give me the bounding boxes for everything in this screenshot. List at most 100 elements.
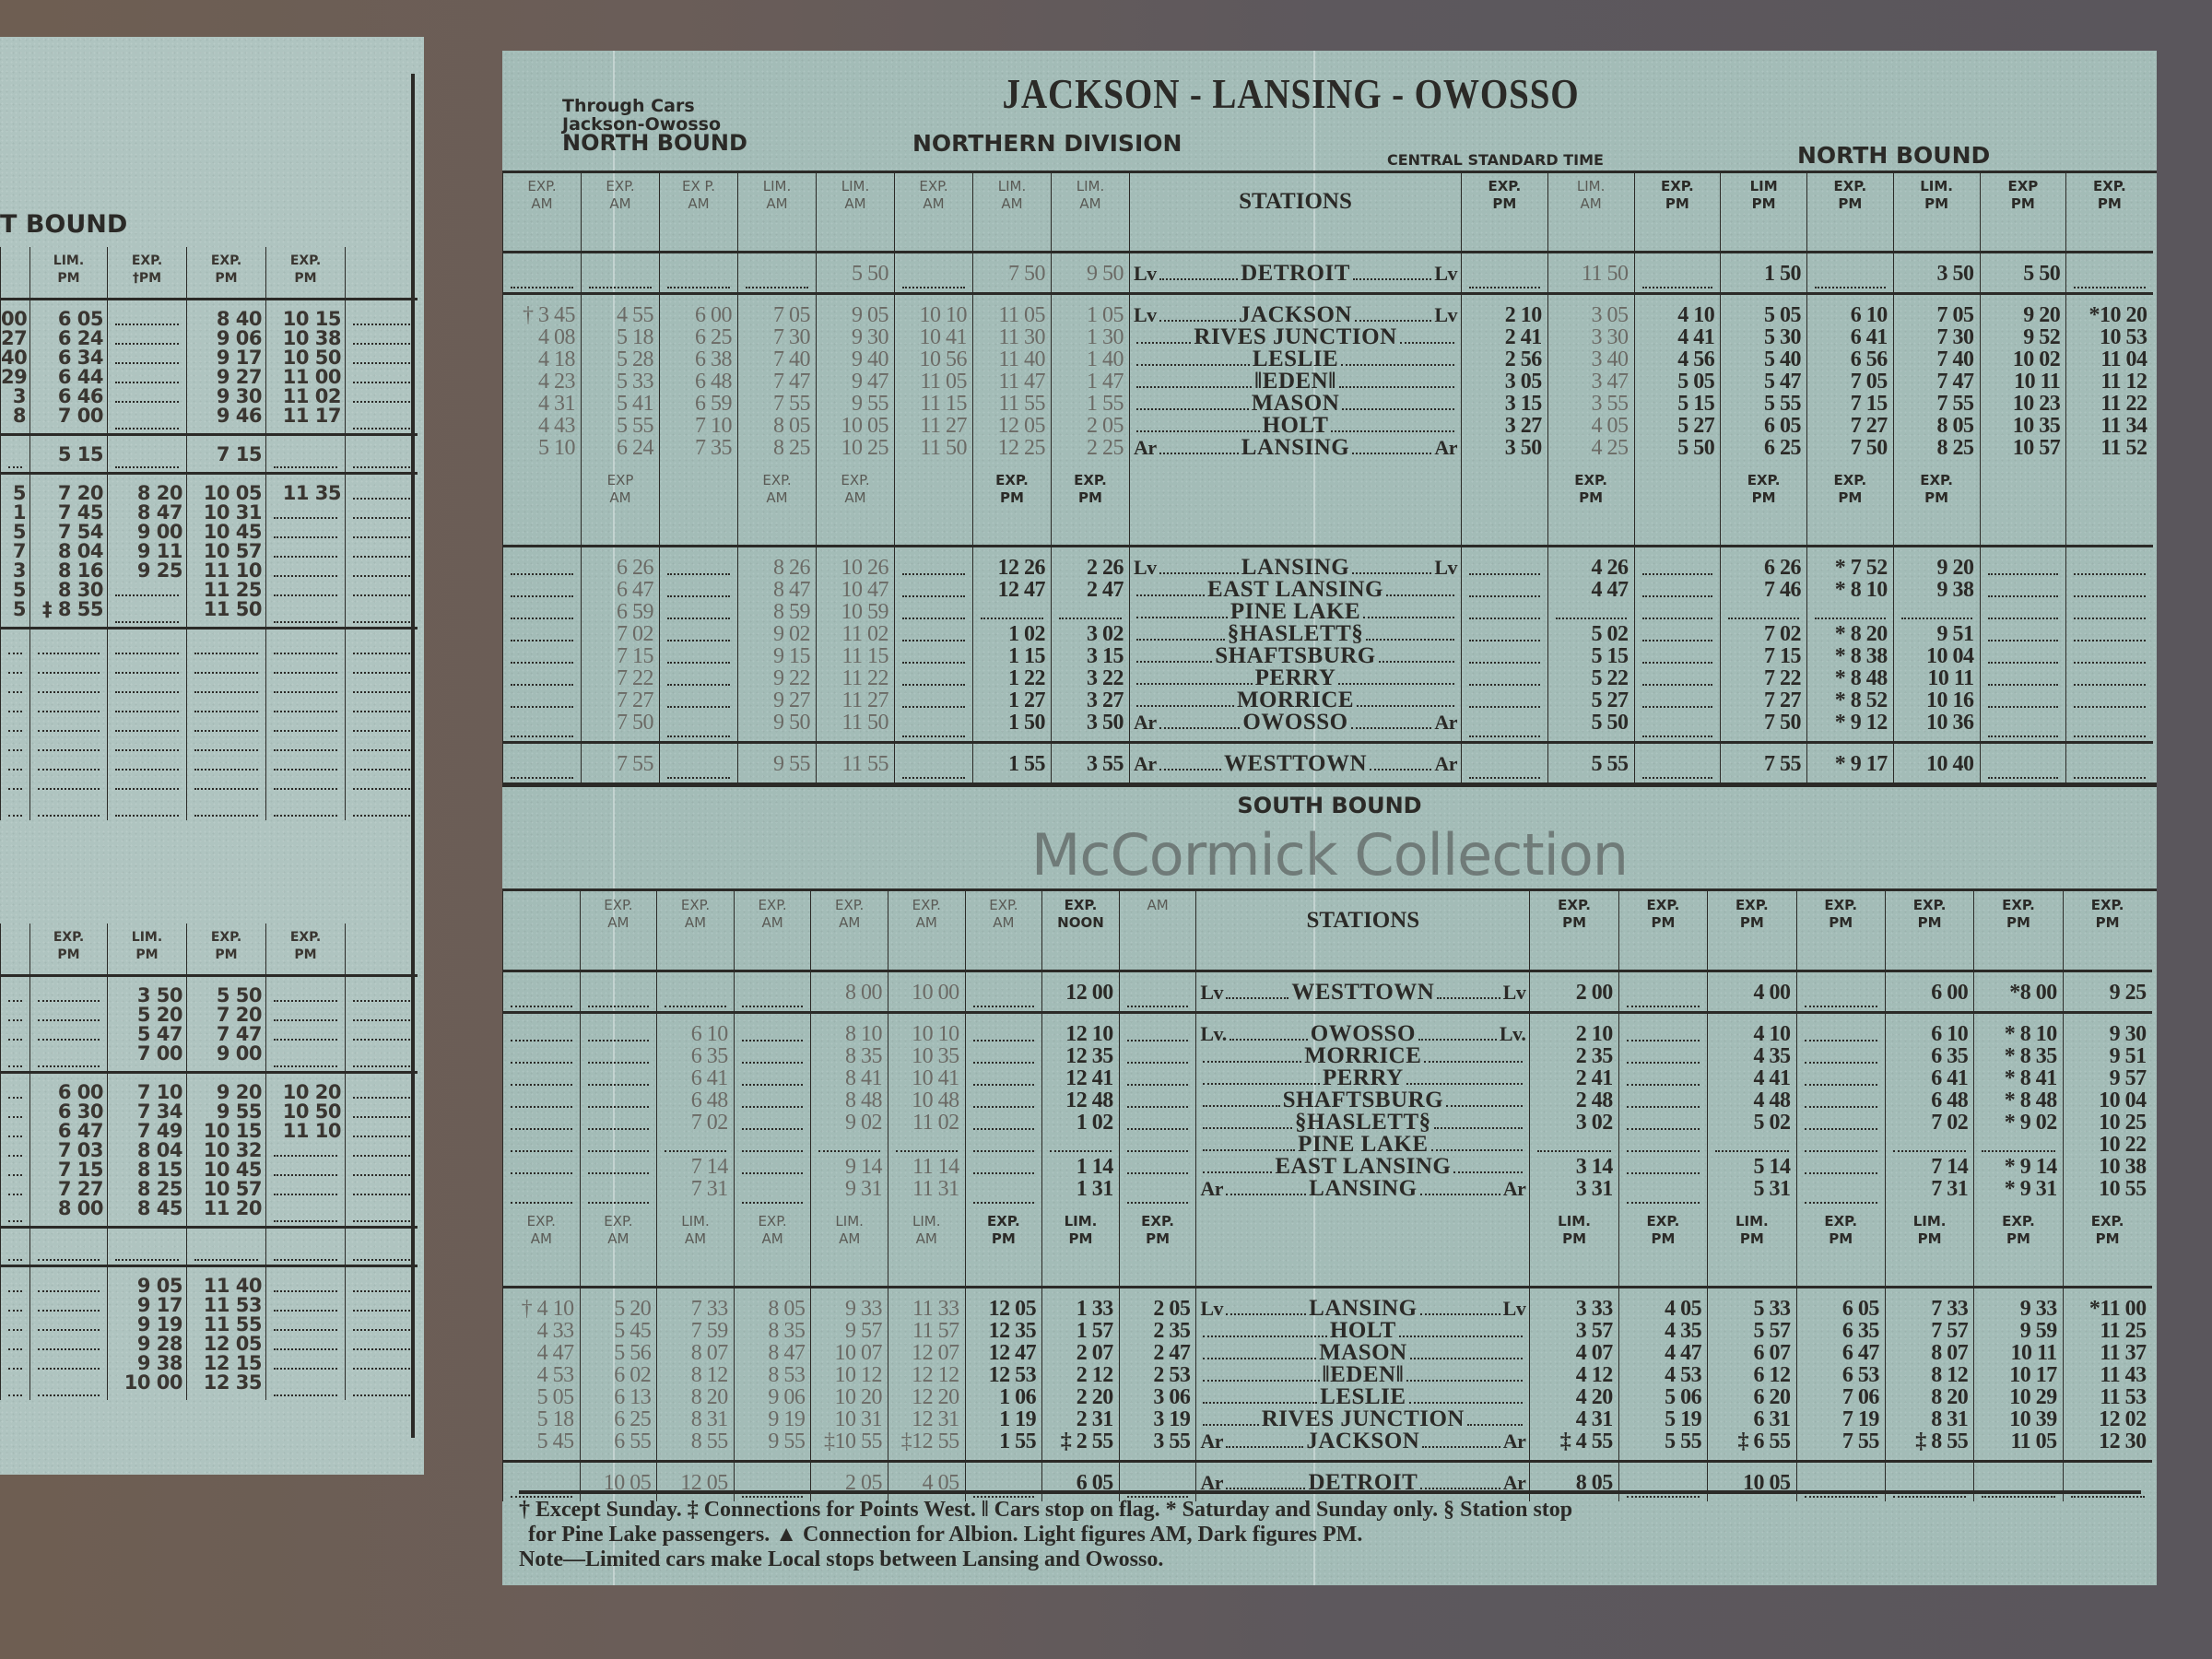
time-cell: 3 55 — [1547, 393, 1634, 415]
column-header: EXP. AM — [887, 891, 966, 972]
time-cell: 8 20 — [1884, 1386, 1974, 1408]
leave-arrive-marker: Lv. — [1200, 1022, 1227, 1045]
time-cell: 10 26 — [816, 545, 895, 579]
time-cell: 3 31 — [1529, 1178, 1619, 1207]
time-cell: 3 05 — [1461, 371, 1548, 393]
station-cell: Ar DETROIT Ar — [1195, 1460, 1530, 1501]
table-row: 5 47 7 47 — [0, 1025, 418, 1044]
leave-arrive-marker: Ar — [1502, 1471, 1526, 1494]
empty-time-cell — [345, 542, 418, 561]
time-cell: 10 25 — [816, 437, 895, 466]
time-cell: 7 59 — [656, 1320, 735, 1342]
dotted-leader — [1136, 329, 1192, 344]
table-row: 10 05 12 05 2 05 4 05 6 05 Ar DETROIT Ar 8 05 10 … — [502, 1460, 2152, 1501]
time-cell: ‡ 8 55 — [1884, 1430, 1974, 1462]
column-header: EXP. AM — [581, 172, 660, 253]
north-bound-table-lansing-owosso: EXP AM EXP. AM EXP. AM EXP. PM EXP. PM EXP. PM EXP. P… — [502, 466, 2157, 782]
empty-time-cell — [0, 697, 30, 716]
station-name-row: ‖EDEN‖ — [1134, 370, 1457, 393]
time-cell: 5 18 — [581, 326, 660, 348]
column-header-type: EXP. — [1574, 472, 1607, 488]
time-cell: 10 05 — [186, 472, 266, 503]
empty-time-cell — [265, 716, 346, 735]
time-cell: 12 00 — [1041, 970, 1120, 1013]
time-cell: 7 22 — [1720, 667, 1807, 689]
dotted-leader — [1406, 1070, 1524, 1085]
column-header-period: PM — [1751, 489, 1776, 506]
column-header-type: EXP. — [2093, 178, 2126, 194]
time-cell: 7 03 — [29, 1141, 108, 1160]
time-cell: 10 17 — [1973, 1364, 2064, 1386]
column-header-type: LIM. — [1576, 178, 1606, 194]
time-cell: 5 55 — [581, 415, 660, 437]
footnote-line: for Pine Lake passengers. ▲ Connection f… — [528, 1523, 1363, 1547]
time-cell: 10 31 — [186, 503, 266, 523]
time-cell: 9 25 — [2062, 970, 2152, 1013]
column-header: EXP. AM — [579, 1207, 657, 1288]
through-cars-route: Jackson-Owosso — [562, 114, 721, 135]
time-cell: 6 59 — [581, 601, 660, 623]
time-cell: 4 35 — [1618, 1320, 1708, 1342]
empty-time-cell — [345, 581, 418, 600]
column-header-type: EXP. — [1912, 897, 1947, 913]
station-name: EAST LANSING — [1206, 577, 1384, 602]
column-header-period: PM — [1068, 1230, 1093, 1247]
time-cell: 2 41 — [1461, 326, 1548, 348]
empty-time-cell — [186, 716, 266, 735]
time-cell: 7 47 — [737, 371, 817, 393]
time-cell: 8 25 — [107, 1180, 187, 1199]
station-name: JACKSON — [1306, 1429, 1420, 1453]
time-cell: 7 06 — [1795, 1386, 1886, 1408]
time-cell: 10 57 — [186, 542, 266, 561]
empty-time-cell — [1633, 712, 1721, 743]
time-cell: 7 40 — [737, 348, 817, 371]
empty-time-cell — [0, 1025, 30, 1044]
time-cell: 12 05 — [964, 1286, 1042, 1320]
empty-time-cell — [345, 298, 418, 329]
column-header-type: EX P. — [682, 178, 715, 194]
time-cell: 9 51 — [2062, 1045, 2152, 1067]
time-cell: † 4 10 — [502, 1286, 581, 1320]
time-cell: 9 47 — [816, 371, 895, 393]
empty-time-cell — [733, 970, 811, 1013]
column-header: EXP. PM — [1795, 1207, 1886, 1288]
time-cell: 6 48 — [659, 371, 738, 393]
column-header: EXP. PM — [2062, 891, 2152, 972]
column-header: EXP. AM — [733, 891, 811, 972]
empty-time-cell — [29, 1335, 108, 1354]
time-cell: 4 20 — [1529, 1386, 1619, 1408]
station-name: HOLT — [1329, 1318, 1396, 1343]
time-cell: 7 30 — [737, 326, 817, 348]
column-header: EXP. AM — [894, 172, 973, 253]
column-header: EXP. PM — [964, 1207, 1042, 1288]
time-cell: 2 47 — [1051, 579, 1130, 601]
column-header: LIM. PM — [1884, 1207, 1974, 1288]
time-cell: 6 38 — [659, 348, 738, 371]
time-cell: 6 00 — [659, 292, 738, 326]
station-cell: MASON — [1195, 1340, 1530, 1365]
empty-time-cell — [29, 716, 108, 735]
empty-time-cell — [1633, 667, 1721, 689]
time-cell: 11 35 — [265, 472, 346, 503]
empty-time-cell — [1795, 1045, 1886, 1067]
leave-arrive-marker: Ar — [1502, 1177, 1526, 1200]
station-name: MASON — [1319, 1340, 1407, 1365]
column-header-type: LIM. — [1912, 1213, 1947, 1230]
column-header-type: LIM. — [835, 1213, 864, 1230]
column-header-period: AM — [1147, 897, 1169, 913]
time-cell: 10 16 — [1892, 689, 1980, 712]
time-cell: 2 56 — [1461, 348, 1548, 371]
time-cell: 6 20 — [1707, 1386, 1797, 1408]
station-cell: SHAFTSBURG — [1129, 644, 1462, 667]
time-cell: 4 47 — [1547, 579, 1634, 601]
time-cell: 11 02 — [265, 387, 346, 406]
leave-arrive-marker: Lv — [1502, 1297, 1526, 1320]
table-row: 9 28 12 05 — [0, 1335, 418, 1354]
time-cell: 9 06 — [733, 1386, 811, 1408]
time-cell: 9 33 — [1973, 1286, 2064, 1320]
time-cell: 7 02 — [1720, 623, 1807, 645]
time-cell: 11 05 — [1973, 1430, 2064, 1462]
column-header: LIM. AM — [1547, 172, 1634, 253]
